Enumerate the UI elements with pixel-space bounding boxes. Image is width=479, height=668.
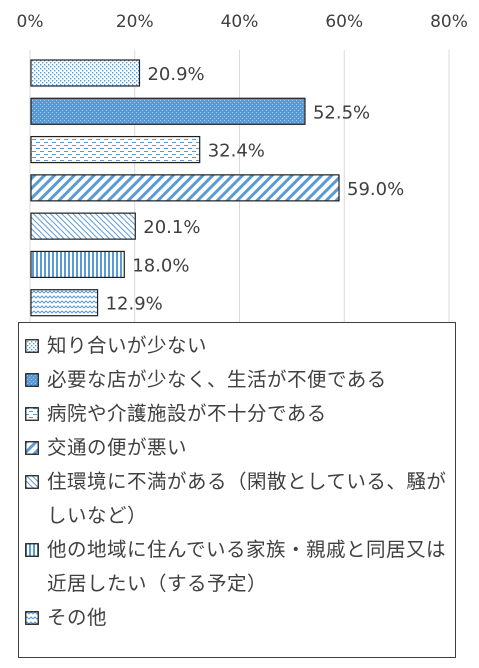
legend-swatch <box>25 339 39 353</box>
data-label: 59.0% <box>347 179 404 200</box>
legend-label: 他の地域に住んでいる家族・親戚と同居又は近居したい（する予定） <box>47 538 447 595</box>
legend-label: 知り合いが少ない <box>47 334 208 357</box>
x-tick-label: 40% <box>221 12 259 32</box>
legend-item: 交通の便が悪い <box>25 431 449 465</box>
legend-label: 必要な店が少なく、生活が不便である <box>47 368 387 391</box>
legend-label: その他 <box>47 606 108 629</box>
legend-label: 交通の便が悪い <box>47 436 188 459</box>
legend-swatch <box>25 611 39 625</box>
data-label: 20.9% <box>147 64 204 85</box>
legend-item: 他の地域に住んでいる家族・親戚と同居又は近居したい（する予定） <box>25 533 449 601</box>
data-label: 52.5% <box>313 102 370 123</box>
legend: 知り合いが少ない必要な店が少なく、生活が不便である 病院や介護施設が不十分である交… <box>18 322 456 658</box>
bar <box>30 250 125 279</box>
data-label: 32.4% <box>208 141 265 162</box>
legend-item: 知り合いが少ない <box>25 329 449 363</box>
bar <box>30 212 136 240</box>
bar <box>30 135 201 164</box>
legend-swatch <box>25 407 39 421</box>
bar <box>30 59 141 87</box>
x-tick-label: 60% <box>325 12 363 32</box>
bar <box>30 174 340 202</box>
bar <box>30 289 99 317</box>
bar <box>30 97 306 125</box>
legend-label: 病院や介護施設が不十分である <box>47 402 327 425</box>
x-tick-label: 0% <box>17 12 44 32</box>
legend-item: 病院や介護施設が不十分である <box>25 397 449 431</box>
data-label: 12.9% <box>106 294 163 315</box>
legend-swatch <box>25 543 39 557</box>
legend-swatch <box>25 475 39 489</box>
legend-item: その他 <box>25 601 449 635</box>
bars: 20.9% 52.5% 32.4% 59.0% 20.1% 18.0% 12.9% <box>30 59 404 317</box>
data-label: 18.0% <box>132 255 189 276</box>
data-label: 20.1% <box>143 217 200 238</box>
x-axis-ticks: 0% 20% 40% 60% 80% <box>17 12 468 32</box>
legend-swatch <box>25 373 39 387</box>
legend-item: 住環境に不満がある（閑散としている、騒がしいなど） <box>25 465 449 533</box>
legend-item: 必要な店が少なく、生活が不便である <box>25 363 449 397</box>
x-tick-label: 20% <box>116 12 154 32</box>
legend-swatch <box>25 441 39 455</box>
legend-label: 住環境に不満がある（閑散としている、騒がしいなど） <box>47 470 447 527</box>
x-tick-label: 80% <box>430 12 468 32</box>
bar-chart: 0% 20% 40% 60% 80% 20.9% 52.5% 32.4% 59.0% 20.1%… <box>17 12 468 322</box>
